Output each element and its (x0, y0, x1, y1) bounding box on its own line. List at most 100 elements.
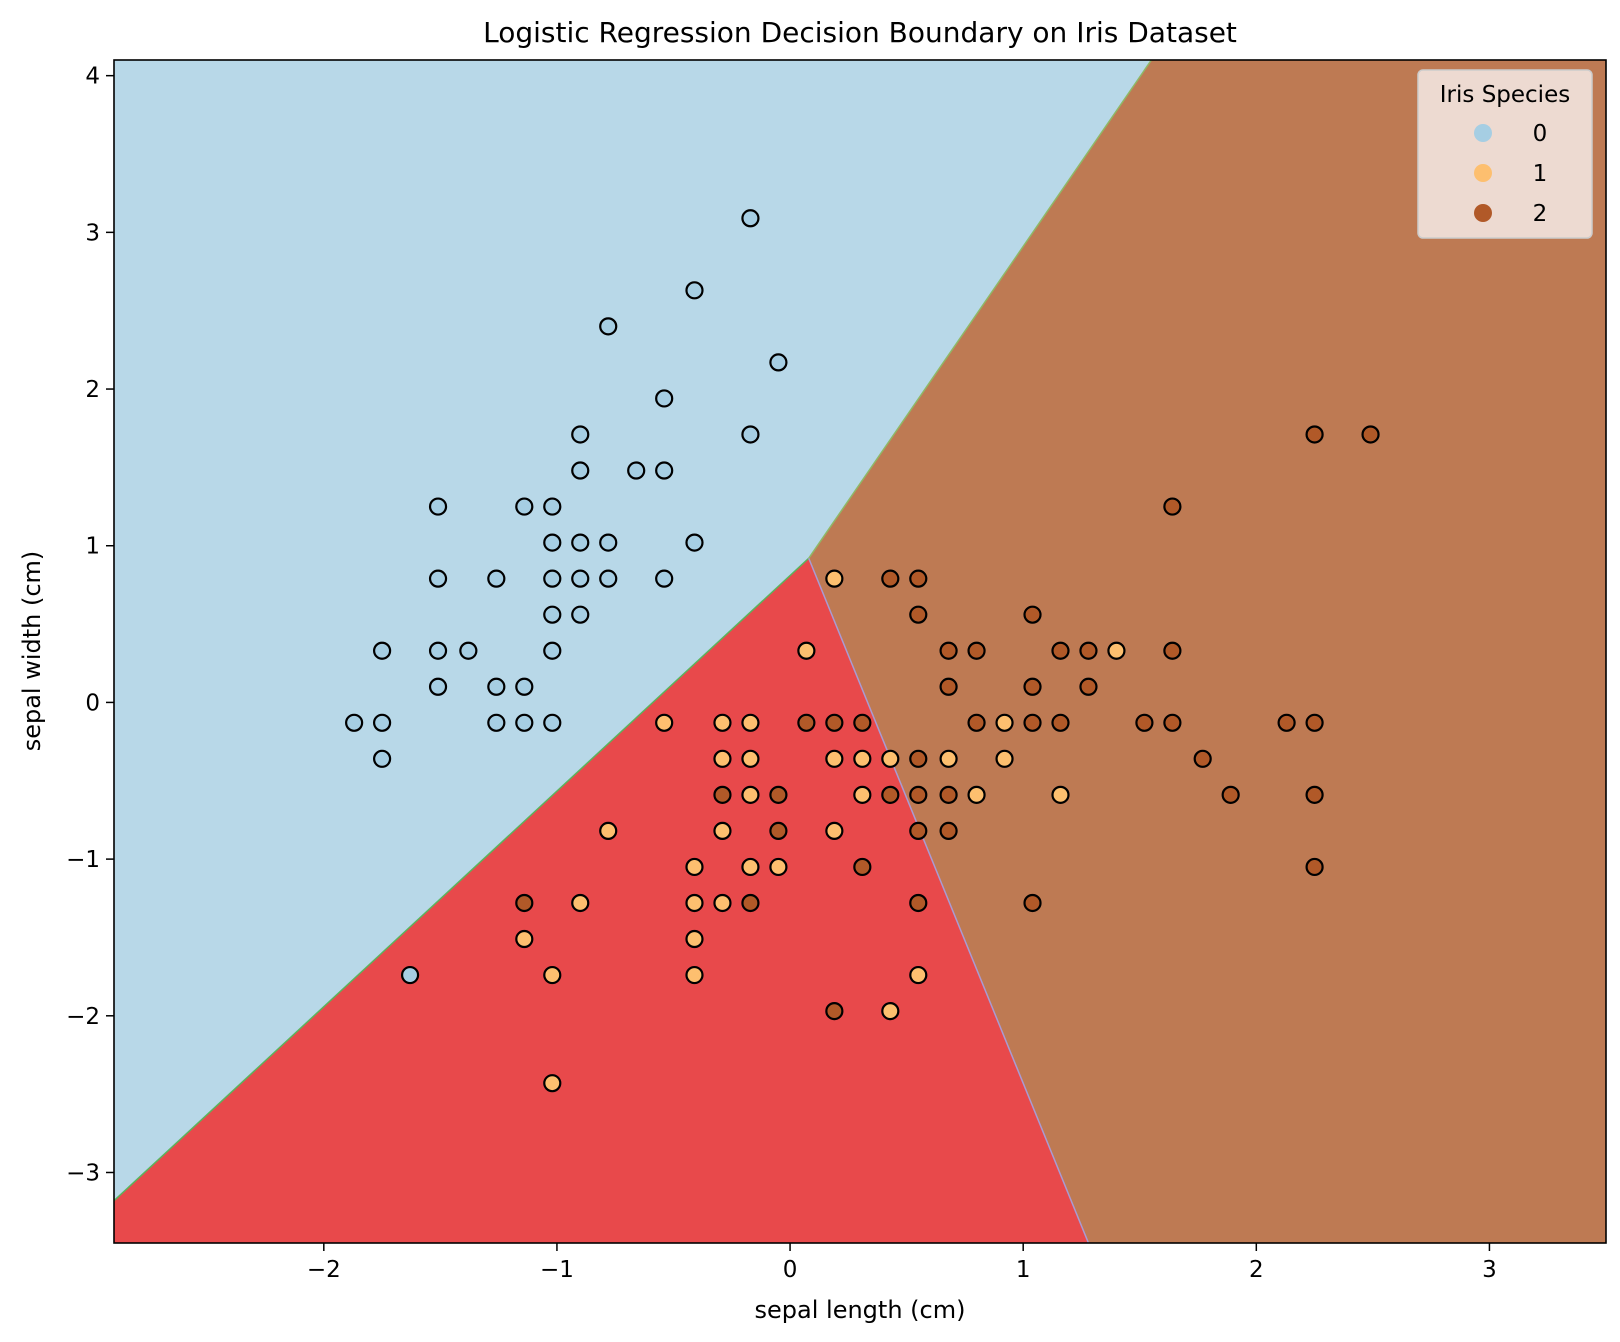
point-class-1 (825, 821, 844, 841)
point-class-1 (853, 749, 872, 768)
point-class-2 (1023, 605, 1042, 624)
legend-title: Iris Species (1440, 82, 1570, 108)
point-class-1 (543, 1074, 562, 1093)
region-class-0 (114, 60, 1152, 1201)
point-class-0 (543, 605, 562, 624)
point-class-2 (939, 821, 958, 841)
point-class-0 (685, 533, 704, 552)
y-axis: −3 −2 −1 0 1 2 3 4 (66, 64, 114, 1186)
point-class-0 (655, 389, 674, 408)
region-class-2 (808, 60, 1606, 1243)
point-class-0 (627, 461, 646, 480)
point-class-1 (741, 713, 760, 732)
y-tick-label: 3 (85, 220, 100, 246)
y-tick-label: −2 (66, 1004, 100, 1030)
point-class-1 (713, 821, 732, 841)
y-tick-label: −3 (66, 1160, 100, 1186)
point-class-1 (853, 785, 872, 804)
boundary-0-1 (114, 557, 810, 1202)
point-class-2 (909, 893, 928, 913)
point-class-2 (1023, 893, 1042, 913)
y-axis-label: sepal width (cm) (18, 551, 46, 752)
point-class-2 (1163, 497, 1182, 516)
point-class-2 (909, 821, 928, 841)
point-class-2 (853, 713, 872, 732)
point-class-2 (797, 713, 816, 732)
point-class-2 (909, 569, 928, 588)
y-tick-label: 0 (85, 690, 100, 716)
point-class-0 (599, 533, 618, 552)
point-class-2 (1221, 785, 1240, 804)
point-class-1 (741, 749, 760, 768)
point-class-2 (881, 785, 900, 804)
point-class-2 (825, 713, 844, 732)
point-class-2 (769, 821, 788, 841)
legend-marker-1 (1474, 164, 1492, 182)
boundary-1-2 (808, 557, 1090, 1243)
point-class-1 (685, 893, 704, 913)
point-class-0 (428, 641, 448, 660)
point-class-0 (571, 461, 590, 480)
point-class-2 (939, 677, 958, 696)
point-class-2 (1163, 713, 1182, 732)
point-class-0 (571, 605, 590, 624)
point-class-2 (967, 641, 986, 660)
point-class-1 (881, 1002, 900, 1021)
y-tick-label: 4 (85, 64, 100, 90)
point-class-0 (487, 713, 506, 732)
point-class-1 (685, 929, 704, 949)
point-class-2 (939, 785, 958, 804)
point-class-0 (515, 713, 534, 732)
x-tick-label: 3 (1482, 1257, 1497, 1283)
point-class-0 (599, 317, 618, 336)
point-class-2 (741, 893, 760, 913)
point-class-1 (995, 713, 1014, 732)
point-class-2 (1305, 425, 1324, 444)
point-class-2 (909, 605, 928, 624)
x-tick-label: 2 (1249, 1257, 1264, 1283)
point-class-2 (515, 893, 534, 913)
point-class-1 (599, 821, 618, 841)
point-class-2 (1079, 677, 1098, 696)
x-tick-label: −2 (307, 1257, 341, 1283)
point-class-2 (1023, 677, 1042, 696)
legend-label-2: 2 (1533, 201, 1548, 227)
x-tick-label: 1 (1016, 1257, 1031, 1283)
point-class-1 (825, 749, 844, 768)
point-class-2 (909, 749, 928, 768)
point-class-0 (345, 713, 364, 732)
point-class-0 (741, 425, 760, 444)
point-class-0 (372, 713, 392, 732)
point-class-2 (1305, 857, 1324, 877)
point-class-2 (1361, 425, 1380, 444)
point-class-1 (685, 857, 704, 877)
point-class-1 (797, 641, 816, 660)
point-class-2 (909, 785, 928, 804)
point-class-0 (543, 641, 562, 660)
point-class-0 (571, 569, 590, 588)
x-axis: −2 −1 0 1 2 3 (307, 1243, 1497, 1283)
point-class-2 (1079, 641, 1098, 660)
point-class-0 (428, 497, 448, 516)
point-class-2 (1305, 785, 1324, 804)
point-class-0 (571, 425, 590, 444)
point-class-1 (571, 893, 590, 913)
point-class-2 (939, 641, 958, 660)
plot-frame (113, 59, 1607, 1244)
point-class-1 (741, 785, 760, 804)
point-class-2 (853, 857, 872, 877)
chart-title: Logistic Regression Decision Boundary on… (483, 16, 1237, 49)
point-class-0 (372, 641, 392, 660)
point-class-0 (599, 569, 618, 588)
point-class-2 (1193, 749, 1212, 768)
point-class-1 (995, 749, 1014, 768)
point-class-0 (543, 497, 562, 516)
point-class-0 (769, 353, 788, 372)
point-class-1 (713, 713, 732, 732)
legend-box (1417, 69, 1593, 239)
point-class-0 (685, 281, 704, 300)
point-class-1 (713, 893, 732, 913)
data-points (345, 209, 1380, 1093)
point-class-0 (515, 677, 534, 696)
point-class-0 (428, 569, 448, 588)
